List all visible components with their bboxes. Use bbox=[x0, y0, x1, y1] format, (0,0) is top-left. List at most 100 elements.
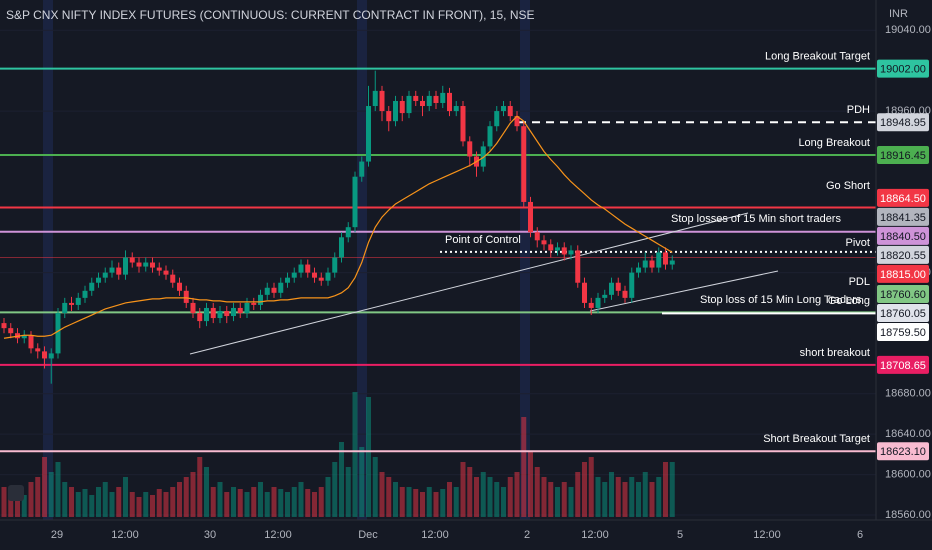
volume-bar bbox=[217, 482, 223, 517]
candle-body bbox=[480, 146, 486, 167]
candle-body bbox=[183, 290, 189, 303]
candle-body bbox=[399, 100, 405, 114]
candle-body bbox=[501, 106, 506, 112]
candle-body bbox=[170, 274, 176, 283]
x-tick-label: 12:00 bbox=[753, 529, 781, 541]
volume-bar bbox=[177, 482, 182, 517]
volume-bar bbox=[291, 487, 297, 517]
volume-bar bbox=[669, 462, 675, 517]
x-tick-label: 12:00 bbox=[581, 529, 609, 541]
volume-bar bbox=[1, 487, 7, 517]
volume-bar bbox=[197, 457, 203, 517]
volume-bar bbox=[129, 492, 135, 517]
candle-body bbox=[264, 287, 270, 295]
price-tag bbox=[877, 284, 929, 303]
level-label: short breakout bbox=[800, 347, 870, 359]
volume-bar bbox=[447, 482, 452, 517]
volume-bar bbox=[609, 472, 614, 517]
volume-bar bbox=[521, 417, 527, 517]
price-tag bbox=[877, 303, 929, 322]
volume-bar bbox=[548, 482, 554, 517]
volume-bar bbox=[318, 487, 324, 517]
level-label: PDH bbox=[847, 104, 870, 116]
volume-bar bbox=[501, 487, 506, 517]
candle-body bbox=[285, 277, 290, 283]
volume-bar bbox=[642, 472, 648, 517]
volume-bar bbox=[467, 467, 473, 517]
moving-average bbox=[3, 115, 673, 339]
volume-bar bbox=[82, 489, 88, 517]
volume-bar bbox=[636, 482, 641, 517]
volume-bar bbox=[136, 497, 142, 517]
price-tag-label: 18841.35 bbox=[880, 212, 926, 224]
candle-body bbox=[109, 267, 115, 273]
volume-bar bbox=[42, 457, 47, 517]
price-tag-label: 18948.95 bbox=[880, 117, 926, 129]
candle-body bbox=[555, 247, 560, 251]
volume-bar bbox=[568, 487, 574, 517]
candle-body bbox=[75, 297, 81, 305]
volume-bar bbox=[190, 472, 196, 517]
candle-body bbox=[62, 302, 68, 314]
volume-bar bbox=[332, 462, 338, 517]
volume-bar bbox=[156, 489, 162, 517]
candle-body bbox=[595, 297, 601, 308]
volume-bar bbox=[21, 495, 27, 517]
candle-body bbox=[258, 294, 263, 305]
candle-body bbox=[217, 310, 223, 319]
price-tag-label: 18708.65 bbox=[880, 360, 926, 372]
volume-bar bbox=[102, 482, 108, 517]
candle-body bbox=[521, 126, 527, 202]
candle-body bbox=[28, 335, 34, 349]
volume-bar bbox=[345, 467, 351, 517]
volume-bar bbox=[163, 492, 169, 517]
candle-body bbox=[393, 100, 398, 122]
candle-body bbox=[669, 260, 675, 265]
candle-body bbox=[629, 272, 635, 298]
volume-bar bbox=[69, 487, 74, 517]
price-tag-label: 18815.00 bbox=[880, 269, 926, 281]
candle-body bbox=[507, 106, 513, 117]
candle-body bbox=[1, 323, 7, 329]
candle-body bbox=[298, 264, 304, 273]
volume-bar bbox=[420, 492, 425, 517]
candle-body bbox=[514, 116, 520, 127]
candle-body bbox=[82, 290, 88, 298]
level-label: Pivot bbox=[846, 237, 870, 249]
candle-body bbox=[575, 250, 581, 283]
price-tag-label: 18759.50 bbox=[880, 327, 926, 339]
volume-bar bbox=[109, 492, 115, 517]
volume-bar bbox=[474, 477, 479, 517]
volume-bar bbox=[143, 492, 149, 517]
price-tag-label: 18760.05 bbox=[880, 308, 926, 320]
candle-body bbox=[447, 92, 452, 112]
x-tick-label: 29 bbox=[51, 529, 63, 541]
x-tick-label: 12:00 bbox=[421, 529, 449, 541]
candle-body bbox=[372, 90, 378, 107]
candle-body bbox=[312, 272, 317, 278]
volume-bar bbox=[237, 489, 243, 517]
volume-bar bbox=[89, 495, 95, 517]
price-tag bbox=[877, 322, 929, 341]
candle-body bbox=[467, 141, 473, 157]
volume-bar bbox=[379, 472, 385, 517]
candle-body bbox=[271, 287, 277, 293]
volume-bar bbox=[62, 482, 68, 517]
candle-body bbox=[129, 257, 135, 263]
level-label: Long Breakout bbox=[798, 137, 870, 149]
candle-body bbox=[548, 244, 554, 251]
candle-body bbox=[386, 111, 392, 122]
candle-body bbox=[197, 313, 203, 322]
candle-body bbox=[291, 272, 297, 278]
volume-bar bbox=[514, 472, 520, 517]
candle-body bbox=[534, 232, 540, 241]
price-tag bbox=[877, 188, 929, 207]
candle-body bbox=[582, 282, 587, 303]
candle-body bbox=[156, 267, 162, 271]
volume-bar bbox=[75, 492, 81, 517]
level-label: Long Breakout Target bbox=[765, 51, 870, 63]
candle-body bbox=[541, 240, 547, 245]
session-band bbox=[520, 0, 530, 520]
